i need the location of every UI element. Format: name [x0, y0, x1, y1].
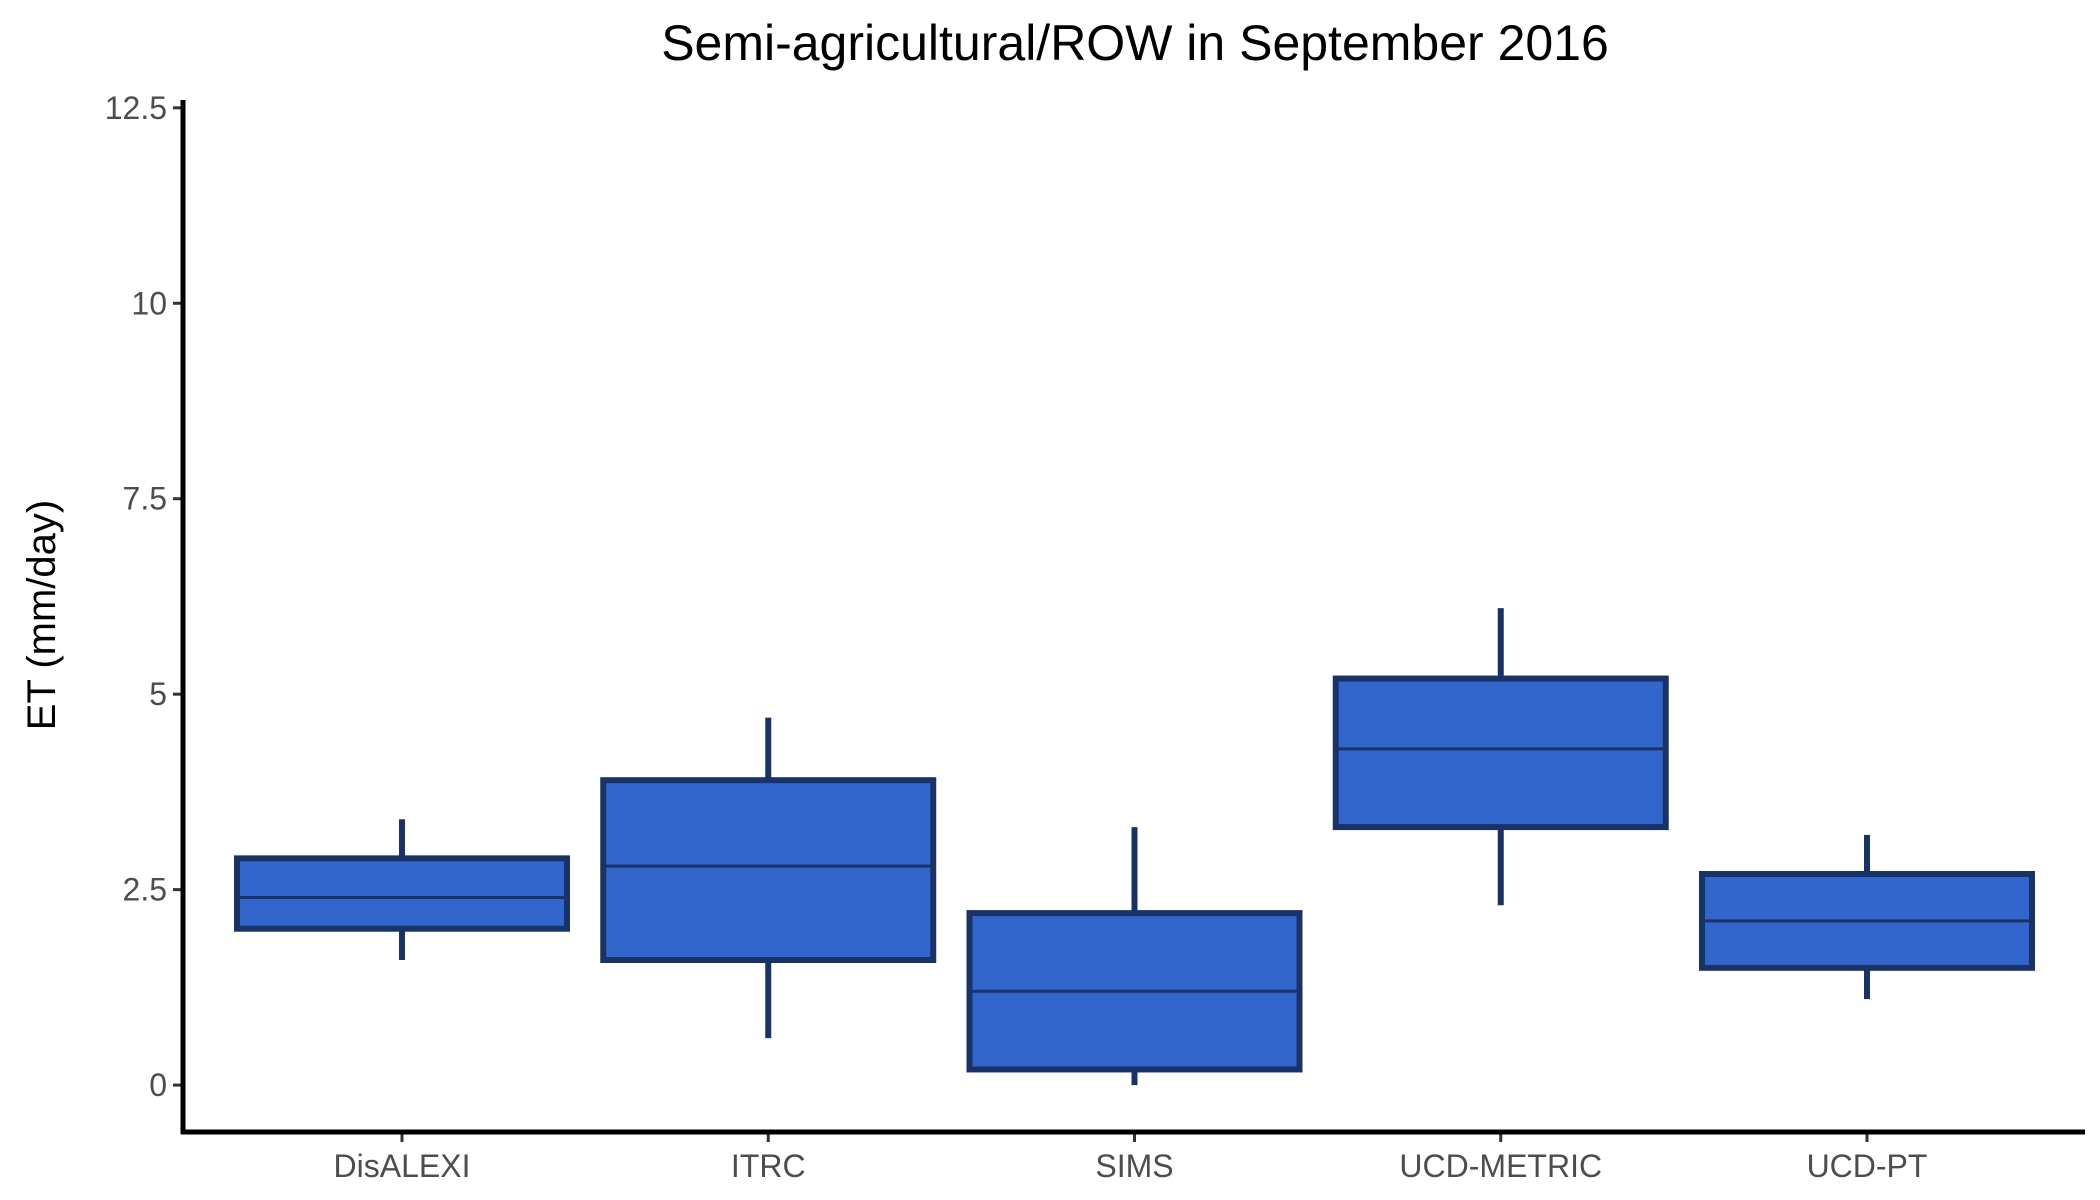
y-axis-title: ET (mm/day)	[20, 500, 64, 730]
box-iqr	[234, 855, 570, 932]
box-iqr	[600, 777, 937, 963]
x-tick-label: ITRC	[731, 1148, 806, 1184]
x-tick-label: SIMS	[1095, 1148, 1173, 1184]
plot-area: 0 2.5 5 7.5 10 12.5 DisALEXI ITRC SIMS UCD-METRIC…	[105, 90, 2085, 1184]
chart-title: Semi-agricultural/ROW in September 2016	[661, 15, 1609, 71]
y-tick-label: 10	[131, 285, 167, 321]
y-tick-label: 2.5	[123, 872, 167, 908]
y-tick-label: 5	[149, 676, 167, 712]
x-tick-label: DisALEXI	[334, 1148, 471, 1184]
y-tick-label: 7.5	[123, 481, 167, 517]
x-tick-label: UCD-PT	[1807, 1148, 1928, 1184]
box-iqr	[1332, 675, 1669, 831]
y-tick-label: 12.5	[105, 90, 167, 126]
x-tick-label: UCD-METRIC	[1399, 1148, 1602, 1184]
y-tick-label: 0	[149, 1067, 167, 1103]
